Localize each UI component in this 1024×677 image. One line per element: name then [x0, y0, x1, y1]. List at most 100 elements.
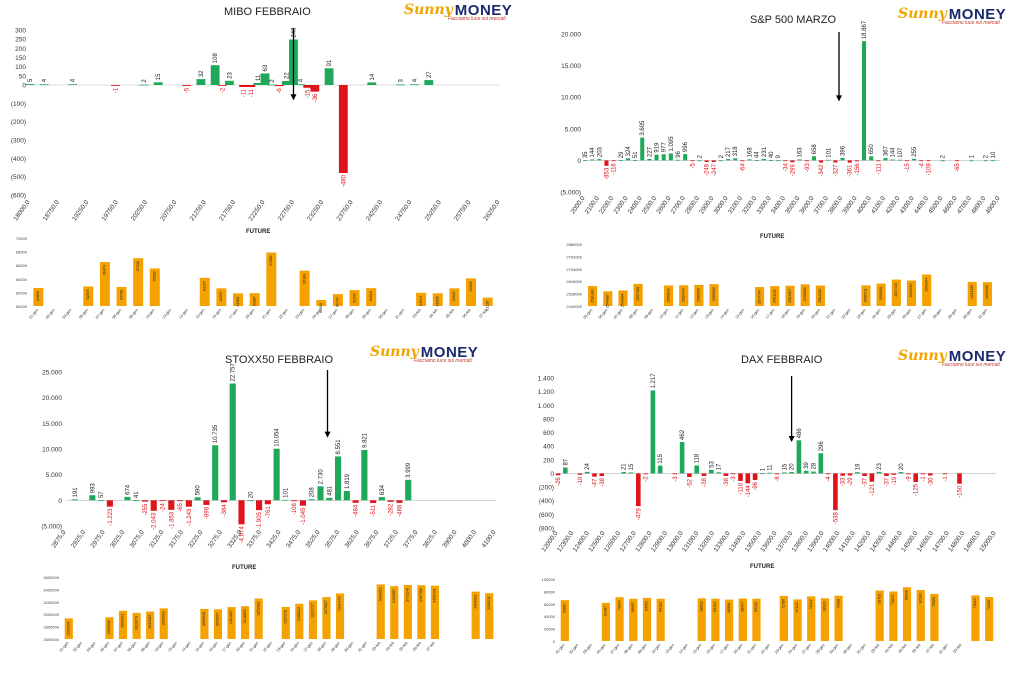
future-data-label: 71030: [987, 600, 991, 610]
future-data-label: 3020673: [134, 616, 138, 630]
data-label: -1.905: [257, 511, 263, 529]
future-date-label: 10-gen: [659, 308, 670, 320]
option-bar: [704, 160, 709, 162]
future-data-label: 62618: [369, 291, 373, 301]
y-tick-label: (600): [11, 193, 26, 200]
option-bar: [811, 156, 816, 161]
y-tick-label: 0: [577, 158, 581, 165]
option-bar: [891, 473, 897, 475]
future-date-label: 28-gen: [815, 643, 826, 655]
future-bar: [916, 590, 925, 641]
future-data-label: 2627410: [894, 283, 898, 297]
future-data-label: 3114687: [229, 610, 233, 624]
option-bar: [687, 473, 692, 477]
x-tick-label: 21250,0: [189, 199, 208, 223]
future-date-label: 01-gen: [28, 308, 39, 320]
logo-tagline: Facciamo luce sui mercati: [942, 362, 1000, 368]
y-tick-label: 1.000: [538, 403, 555, 410]
y-tick-label: 20.000: [561, 32, 581, 39]
future-date-label: 30-gen: [842, 643, 853, 655]
y-tick-label: 100: [15, 64, 26, 71]
data-label: -52: [687, 478, 693, 487]
data-label: -255: [143, 503, 149, 516]
data-label: 396: [841, 145, 847, 156]
data-label: -96: [753, 481, 759, 490]
x-tick-label: 4000,0: [461, 529, 478, 550]
data-label: 919: [655, 142, 661, 153]
data-label: 4: [42, 78, 48, 82]
option-bar: [854, 160, 859, 162]
data-label: 163: [798, 147, 804, 158]
option-bar: [621, 472, 627, 474]
future-data-label: 3252882: [256, 602, 260, 616]
panel-sp500: S&P 500 MARZO Sunny MONEY Facciamo luce …: [512, 0, 1024, 338]
future-bar: [709, 284, 719, 306]
data-label: 4: [299, 78, 305, 82]
future-date-label: 02-gen: [45, 308, 56, 320]
option-bar: [804, 160, 809, 162]
option-bar: [840, 473, 846, 476]
x-tick-label: 3025,0: [109, 529, 126, 550]
future-bar: [299, 270, 310, 306]
data-label: -26: [556, 477, 562, 486]
future-data-label: 62602: [452, 291, 456, 301]
y-tick-label: 150: [15, 55, 26, 62]
future-bar: [807, 596, 816, 641]
future-y-tick-label: 40000: [544, 614, 556, 619]
future-date-label: 10-gen: [651, 643, 662, 655]
future-bar: [417, 585, 426, 639]
data-label: -116: [612, 163, 618, 175]
data-label: 1.095: [669, 136, 675, 152]
x-tick-label: 20750,0: [159, 199, 178, 223]
data-label: 2: [270, 79, 276, 83]
option-bar: [39, 84, 49, 86]
future-bar: [815, 285, 825, 306]
data-label: 5: [28, 78, 34, 82]
sunny-money-logo: Sunny MONEY Facciamo luce sui mercati: [370, 344, 478, 364]
future-date-label: 06-feb: [462, 308, 472, 319]
future-date-label: 16-gen: [211, 308, 222, 320]
option-bar: [264, 500, 271, 505]
future-y-tick-label: 60000: [16, 304, 28, 309]
option-bar: [926, 160, 931, 162]
x-tick-label: 26250,0: [482, 199, 501, 223]
future-data-label: 3222727: [311, 603, 315, 617]
option-bar: [124, 496, 131, 501]
future-date-label: 15-gen: [692, 643, 703, 655]
future-data-label: 60880: [319, 303, 323, 313]
option-bar: [229, 383, 236, 501]
y-tick-label: (800): [539, 526, 554, 533]
data-label: -1.243: [187, 508, 193, 526]
future-date-label: 06-gen: [78, 308, 89, 320]
option-bar: [957, 473, 962, 484]
future-date-label: 17-gen: [228, 308, 239, 320]
future-date-label: 09-gen: [128, 308, 139, 320]
future-data-label: 2549964: [621, 294, 625, 308]
option-bar: [98, 500, 105, 501]
option-bar: [898, 472, 904, 474]
x-tick-label: 25250,0: [424, 199, 443, 223]
future-date-label: 07-gen: [610, 643, 621, 655]
future-bar: [711, 598, 720, 641]
future-date-label: 09-gen: [637, 643, 648, 655]
future-data-label: 2574704: [757, 290, 761, 304]
data-label: -9: [906, 476, 912, 482]
future-date-label: 08-gen: [112, 308, 123, 320]
option-bar: [650, 390, 656, 474]
future-date-label: 31-gen: [357, 641, 368, 653]
future-date-label: 10-gen: [154, 641, 165, 653]
option-bar: [133, 500, 140, 501]
option-bar: [326, 497, 333, 501]
future-data-label: 3168812: [297, 607, 301, 621]
y-tick-label: 1.400: [538, 376, 555, 383]
option-bar: [352, 500, 359, 503]
future-data-label: 72780: [782, 599, 786, 609]
future-bar: [560, 600, 569, 641]
future-data-label: 68447: [740, 602, 744, 612]
future-data-label: 3078347: [216, 612, 220, 626]
future-data-label: 67038: [136, 261, 140, 271]
future-bar: [971, 595, 980, 641]
future-label: FUTURE: [750, 564, 775, 570]
data-label: 23: [227, 71, 233, 78]
future-y-tick-label: 3400000: [43, 587, 59, 592]
